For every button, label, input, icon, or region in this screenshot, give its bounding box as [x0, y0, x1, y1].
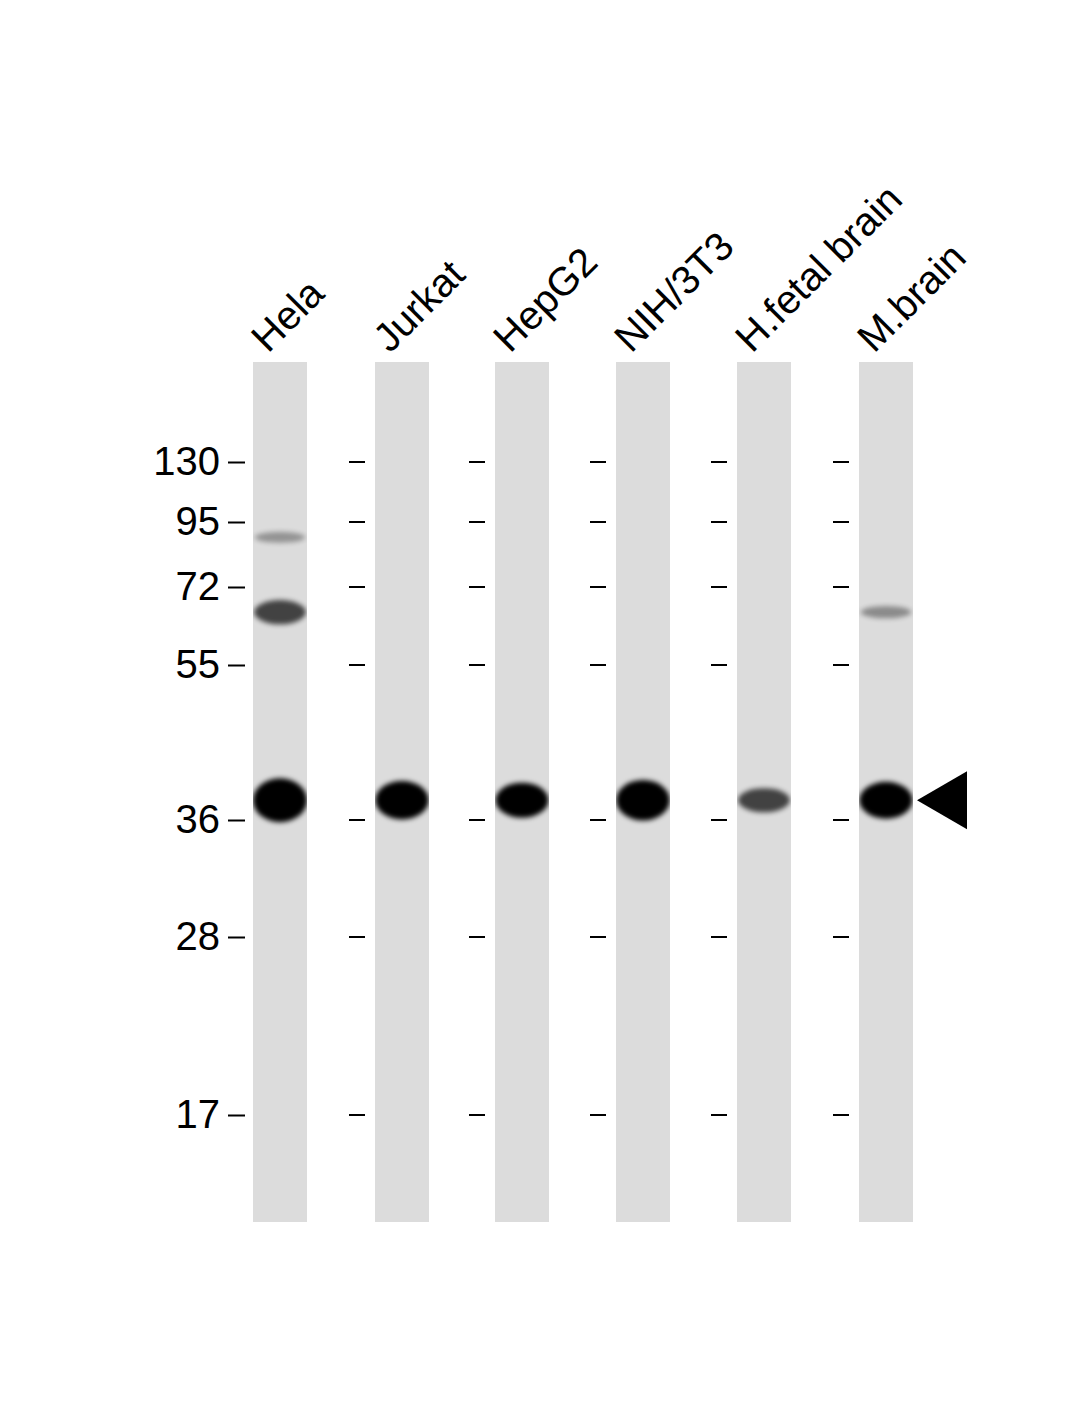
- tick: 36: [176, 797, 246, 841]
- tick-mark: [349, 664, 365, 666]
- tick-label: 55: [176, 642, 221, 686]
- tick-mark: [469, 461, 485, 463]
- tick: 28: [176, 914, 246, 958]
- axis-domain: [228, 363, 246, 1223]
- tick-mark: [469, 664, 485, 666]
- blot-figure: 130957255362817HelaJurkatHepG2NIH/3T3H.f…: [0, 0, 1080, 1412]
- tick-mark: [590, 586, 606, 588]
- tick-label: 95: [176, 499, 221, 543]
- tick-label: 28: [176, 914, 221, 958]
- lane: [495, 362, 549, 1222]
- tick-mark: [349, 461, 365, 463]
- lane-label: Jurkat: [365, 252, 473, 360]
- tick-mark: [349, 819, 365, 821]
- tick-mark: [349, 936, 365, 938]
- tick-mark: [590, 664, 606, 666]
- tick-label: 130: [153, 439, 220, 483]
- lane: [737, 362, 791, 1222]
- tick-mark: [228, 522, 245, 524]
- tick: 130: [153, 439, 245, 483]
- band: [616, 780, 670, 820]
- tick-mark: [711, 521, 727, 523]
- tick-mark: [711, 461, 727, 463]
- lane-ticks: [349, 462, 849, 1115]
- tick-mark: [833, 664, 849, 666]
- target-arrow: [917, 771, 967, 829]
- tick-mark: [711, 586, 727, 588]
- tick-mark: [228, 665, 245, 667]
- lane: [616, 362, 670, 1222]
- tick-mark: [711, 1114, 727, 1116]
- tick-mark: [590, 1114, 606, 1116]
- y-axis: 130 95 72 55 36 28 17: [153, 363, 245, 1223]
- lane-label: Hela: [243, 270, 333, 360]
- tick-mark: [711, 819, 727, 821]
- tick-mark: [590, 936, 606, 938]
- tick-mark: [349, 1114, 365, 1116]
- lane-label: HepG2: [485, 239, 606, 360]
- tick-mark: [590, 461, 606, 463]
- band: [255, 532, 305, 543]
- band: [861, 606, 911, 618]
- tick-mark: [590, 819, 606, 821]
- lane-label: M.brain: [849, 234, 974, 359]
- tick-mark: [469, 1114, 485, 1116]
- tick-mark: [228, 462, 245, 464]
- tick-mark: [590, 521, 606, 523]
- band: [375, 781, 428, 820]
- band: [254, 600, 306, 624]
- tick-label: 36: [176, 797, 221, 841]
- tick-mark: [711, 664, 727, 666]
- band: [496, 783, 549, 818]
- tick-mark: [833, 819, 849, 821]
- tick: 17: [176, 1092, 246, 1136]
- tick: 95: [176, 499, 246, 543]
- lanes: [253, 362, 913, 1222]
- tick-mark: [711, 936, 727, 938]
- tick-mark: [469, 521, 485, 523]
- tick-mark: [833, 1114, 849, 1116]
- tick-mark: [469, 936, 485, 938]
- tick-mark: [833, 586, 849, 588]
- lane: [375, 362, 429, 1222]
- band: [253, 778, 307, 822]
- tick-label: 17: [176, 1092, 221, 1136]
- band: [859, 782, 912, 819]
- tick-mark: [833, 461, 849, 463]
- tick-mark: [469, 586, 485, 588]
- lane-label: NIH/3T3: [606, 223, 742, 359]
- tick-mark: [349, 521, 365, 523]
- tick-mark: [469, 819, 485, 821]
- tick-mark: [228, 937, 245, 939]
- tick-mark: [228, 587, 245, 589]
- bands: [253, 532, 913, 822]
- lane: [253, 362, 307, 1222]
- tick-mark: [833, 521, 849, 523]
- tick-label: 72: [176, 564, 221, 608]
- tick-mark: [228, 1115, 245, 1117]
- tick-mark: [349, 586, 365, 588]
- tick-mark: [228, 820, 245, 822]
- lane: [859, 362, 913, 1222]
- lane-labels: HelaJurkatHepG2NIH/3T3H.fetal brainM.bra…: [243, 176, 974, 360]
- tick: 72: [176, 564, 246, 608]
- tick: 55: [176, 642, 246, 686]
- tick-mark: [833, 936, 849, 938]
- band: [738, 788, 790, 812]
